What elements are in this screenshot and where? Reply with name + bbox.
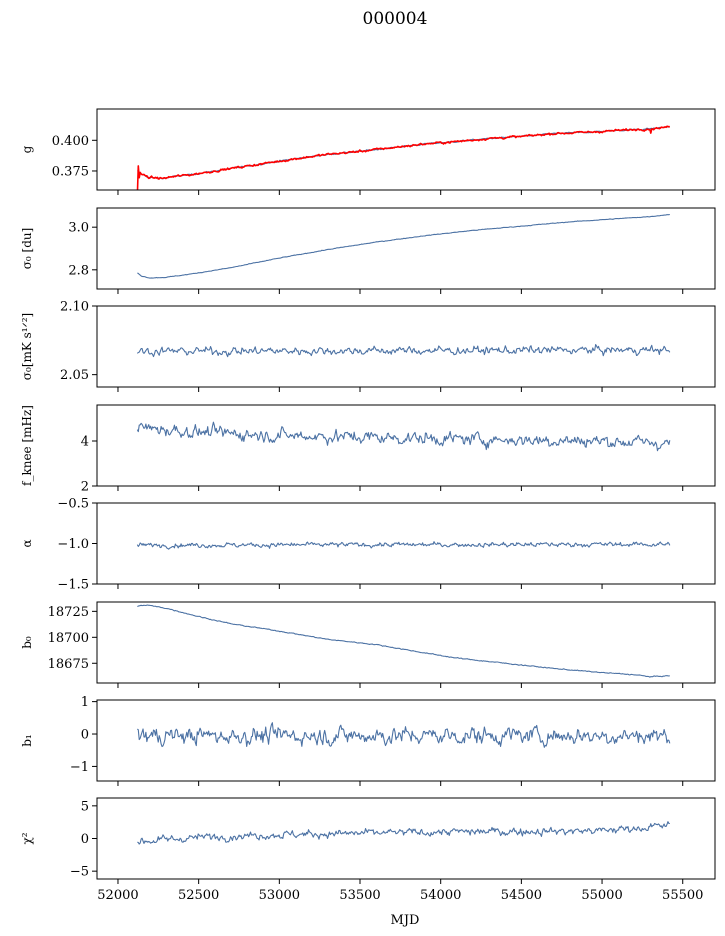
series-line-g-1 (136, 125, 671, 190)
y-axis-label-sigma0_du: σ₀ [du] (20, 228, 34, 270)
x-tick-label: 53500 (339, 888, 380, 903)
panel-b1: −1 0 1 b₁ (20, 695, 716, 786)
y-tick-label-chi2: 0 (81, 832, 89, 847)
x-tick-label: 54500 (501, 888, 542, 903)
series-line-b1-0 (136, 722, 671, 748)
x-tick-label: 52500 (178, 888, 219, 903)
x-tick-label: 52000 (97, 888, 138, 903)
panel-sigma0_du: 2.8 3.0 σ₀ [du] (20, 207, 716, 294)
y-tick-label-chi2: 5 (81, 799, 89, 814)
series-line-alpha-0 (136, 541, 671, 550)
series-line-sigma0_du-0 (137, 213, 670, 279)
axes-frame-fknee (96, 404, 716, 487)
y-tick-label-b0: 18725 (48, 605, 89, 620)
x-axis-ticks: 52000 52500 53000 53500 54000 54500 55000 55500 (97, 888, 703, 903)
series-line-fknee-0 (136, 421, 671, 452)
figure-title: 000004 (363, 9, 428, 29)
y-axis-label-sigma0_mK: σ₀[mK s¹ᐟ²] (20, 313, 34, 380)
y-tick-label-sigma0_du: 3.0 (68, 221, 89, 236)
series-line-sigma0_mK-0 (136, 344, 671, 358)
axes-frame-chi2 (96, 797, 716, 880)
y-axis-label-g: g (20, 145, 34, 153)
y-axis-label-b0: b₀ (20, 636, 34, 649)
y-tick-label-g: 0.400 (52, 134, 89, 149)
x-tick-label: 54000 (420, 888, 461, 903)
y-tick-label-alpha: −1.5 (57, 578, 89, 593)
y-axis-label-alpha: α (20, 539, 34, 547)
axes-frame-b1 (96, 699, 716, 782)
x-tick-label: 53000 (259, 888, 300, 903)
y-tick-label-chi2: −5 (70, 865, 89, 880)
axes-frame-sigma0_du (96, 207, 716, 290)
x-tick-label: 55500 (662, 888, 703, 903)
panel-alpha: −1.5 −1.0 −0.5 α (20, 497, 716, 593)
y-tick-label-sigma0_du: 2.8 (68, 263, 89, 278)
axes-frame-sigma0_mK (96, 305, 716, 388)
y-tick-label-b1: 1 (81, 695, 89, 710)
y-tick-label-g: 0.375 (52, 164, 89, 179)
y-tick-label-b1: −1 (70, 760, 89, 775)
y-tick-label-alpha: −1.0 (57, 537, 89, 552)
y-tick-label-b1: 0 (81, 728, 89, 743)
axes-frame-b0 (96, 601, 716, 684)
y-axis-label-chi2: χ² (20, 832, 34, 844)
y-axis-label-fknee: f_knee [mHz] (20, 405, 34, 486)
panel-g: 0.375 0.400 g (20, 108, 716, 195)
series-line-chi2-0 (137, 821, 670, 845)
y-tick-label-sigma0_mK: 2.10 (60, 300, 89, 315)
y-tick-label-sigma0_mK: 2.05 (60, 368, 89, 383)
axes-frame-g (96, 108, 716, 191)
y-tick-label-fknee: 2 (81, 480, 89, 495)
y-tick-label-fknee: 4 (81, 435, 89, 450)
y-tick-label-alpha: −0.5 (57, 497, 89, 512)
panel-sigma0_mK: 2.05 2.10 σ₀[mK s¹ᐟ²] (20, 300, 716, 392)
panels: 0.375 0.400 g 2.8 3.0 σ₀ [du] 2.05 2.10 σ₀[mK s¹… (20, 108, 716, 884)
series-line-b0-0 (137, 604, 670, 678)
panel-fknee: 2 4 f_knee [mHz] (20, 404, 716, 495)
y-axis-label-b1: b₁ (20, 734, 34, 747)
panel-b0: 18675 18700 18725 b₀ (20, 601, 716, 688)
x-axis-label: MJD (391, 913, 420, 928)
panel-chi2: −5 0 5 χ² (20, 797, 716, 884)
x-tick-label: 55000 (581, 888, 622, 903)
y-tick-label-b0: 18675 (48, 657, 89, 672)
y-tick-label-b0: 18700 (48, 631, 89, 646)
